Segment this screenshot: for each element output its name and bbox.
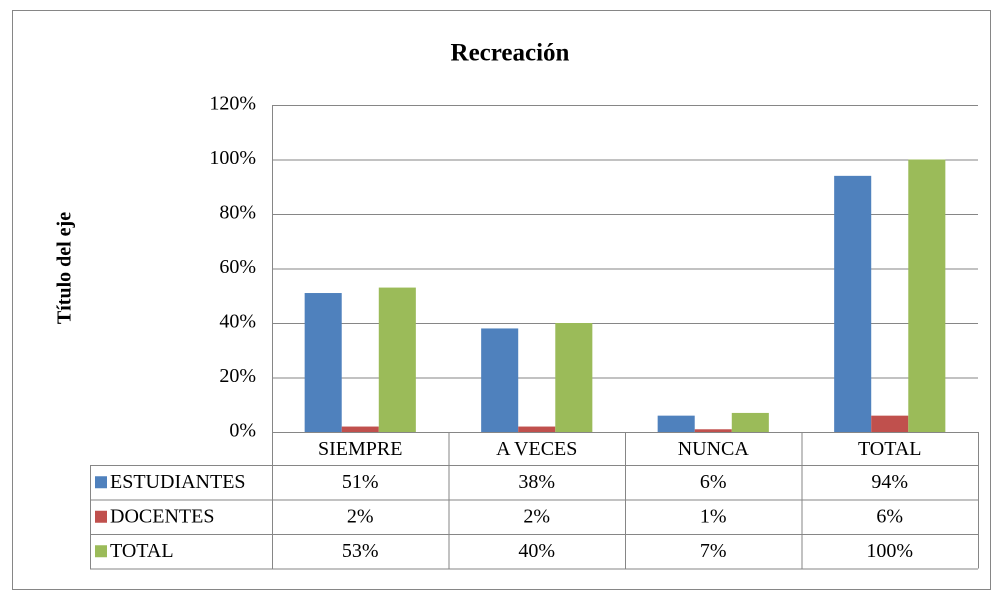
x-tick-label: SIEMPRE bbox=[318, 438, 402, 460]
x-tick-label: A VECES bbox=[496, 438, 577, 460]
chart-border bbox=[12, 10, 991, 590]
legend-label: DOCENTES bbox=[110, 505, 214, 527]
bar bbox=[908, 159, 946, 432]
table-value: 51% bbox=[342, 471, 379, 493]
table-value: 38% bbox=[518, 471, 555, 493]
bar bbox=[481, 328, 519, 432]
bar bbox=[657, 415, 695, 432]
bar bbox=[378, 287, 416, 432]
table-value: 7% bbox=[700, 540, 727, 562]
y-tick-label: 20% bbox=[219, 365, 256, 387]
y-axis-title: Título del eje bbox=[54, 212, 76, 324]
legend-label: TOTAL bbox=[110, 540, 174, 562]
y-tick-label: 60% bbox=[219, 256, 256, 278]
legend-swatch bbox=[95, 545, 107, 558]
bar bbox=[518, 426, 556, 432]
bar bbox=[341, 426, 379, 432]
table-value: 6% bbox=[876, 505, 903, 527]
bar bbox=[555, 323, 593, 432]
table-value: 40% bbox=[518, 540, 555, 562]
table-value: 2% bbox=[523, 505, 550, 527]
y-tick-label: 120% bbox=[209, 93, 256, 115]
table-value: 2% bbox=[347, 505, 374, 527]
table-value: 1% bbox=[700, 505, 727, 527]
y-tick-label: 80% bbox=[219, 202, 256, 224]
x-tick-label: NUNCA bbox=[678, 438, 750, 460]
bar bbox=[694, 429, 732, 432]
legend-label: ESTUDIANTES bbox=[110, 471, 246, 493]
table-value: 6% bbox=[700, 471, 727, 493]
bar bbox=[834, 175, 872, 432]
bar bbox=[731, 412, 769, 432]
legend-swatch bbox=[95, 510, 107, 523]
legend-swatch bbox=[95, 476, 107, 489]
chart-title: Recreación bbox=[451, 40, 570, 67]
table-value: 53% bbox=[342, 540, 379, 562]
table-value: 100% bbox=[866, 540, 913, 562]
x-tick-label: TOTAL bbox=[858, 438, 922, 460]
bar bbox=[871, 415, 909, 432]
table-value: 94% bbox=[871, 471, 908, 493]
y-tick-label: 40% bbox=[219, 311, 256, 333]
y-tick-label: 0% bbox=[229, 420, 256, 442]
y-tick-label: 100% bbox=[209, 147, 256, 169]
bar bbox=[304, 293, 342, 432]
